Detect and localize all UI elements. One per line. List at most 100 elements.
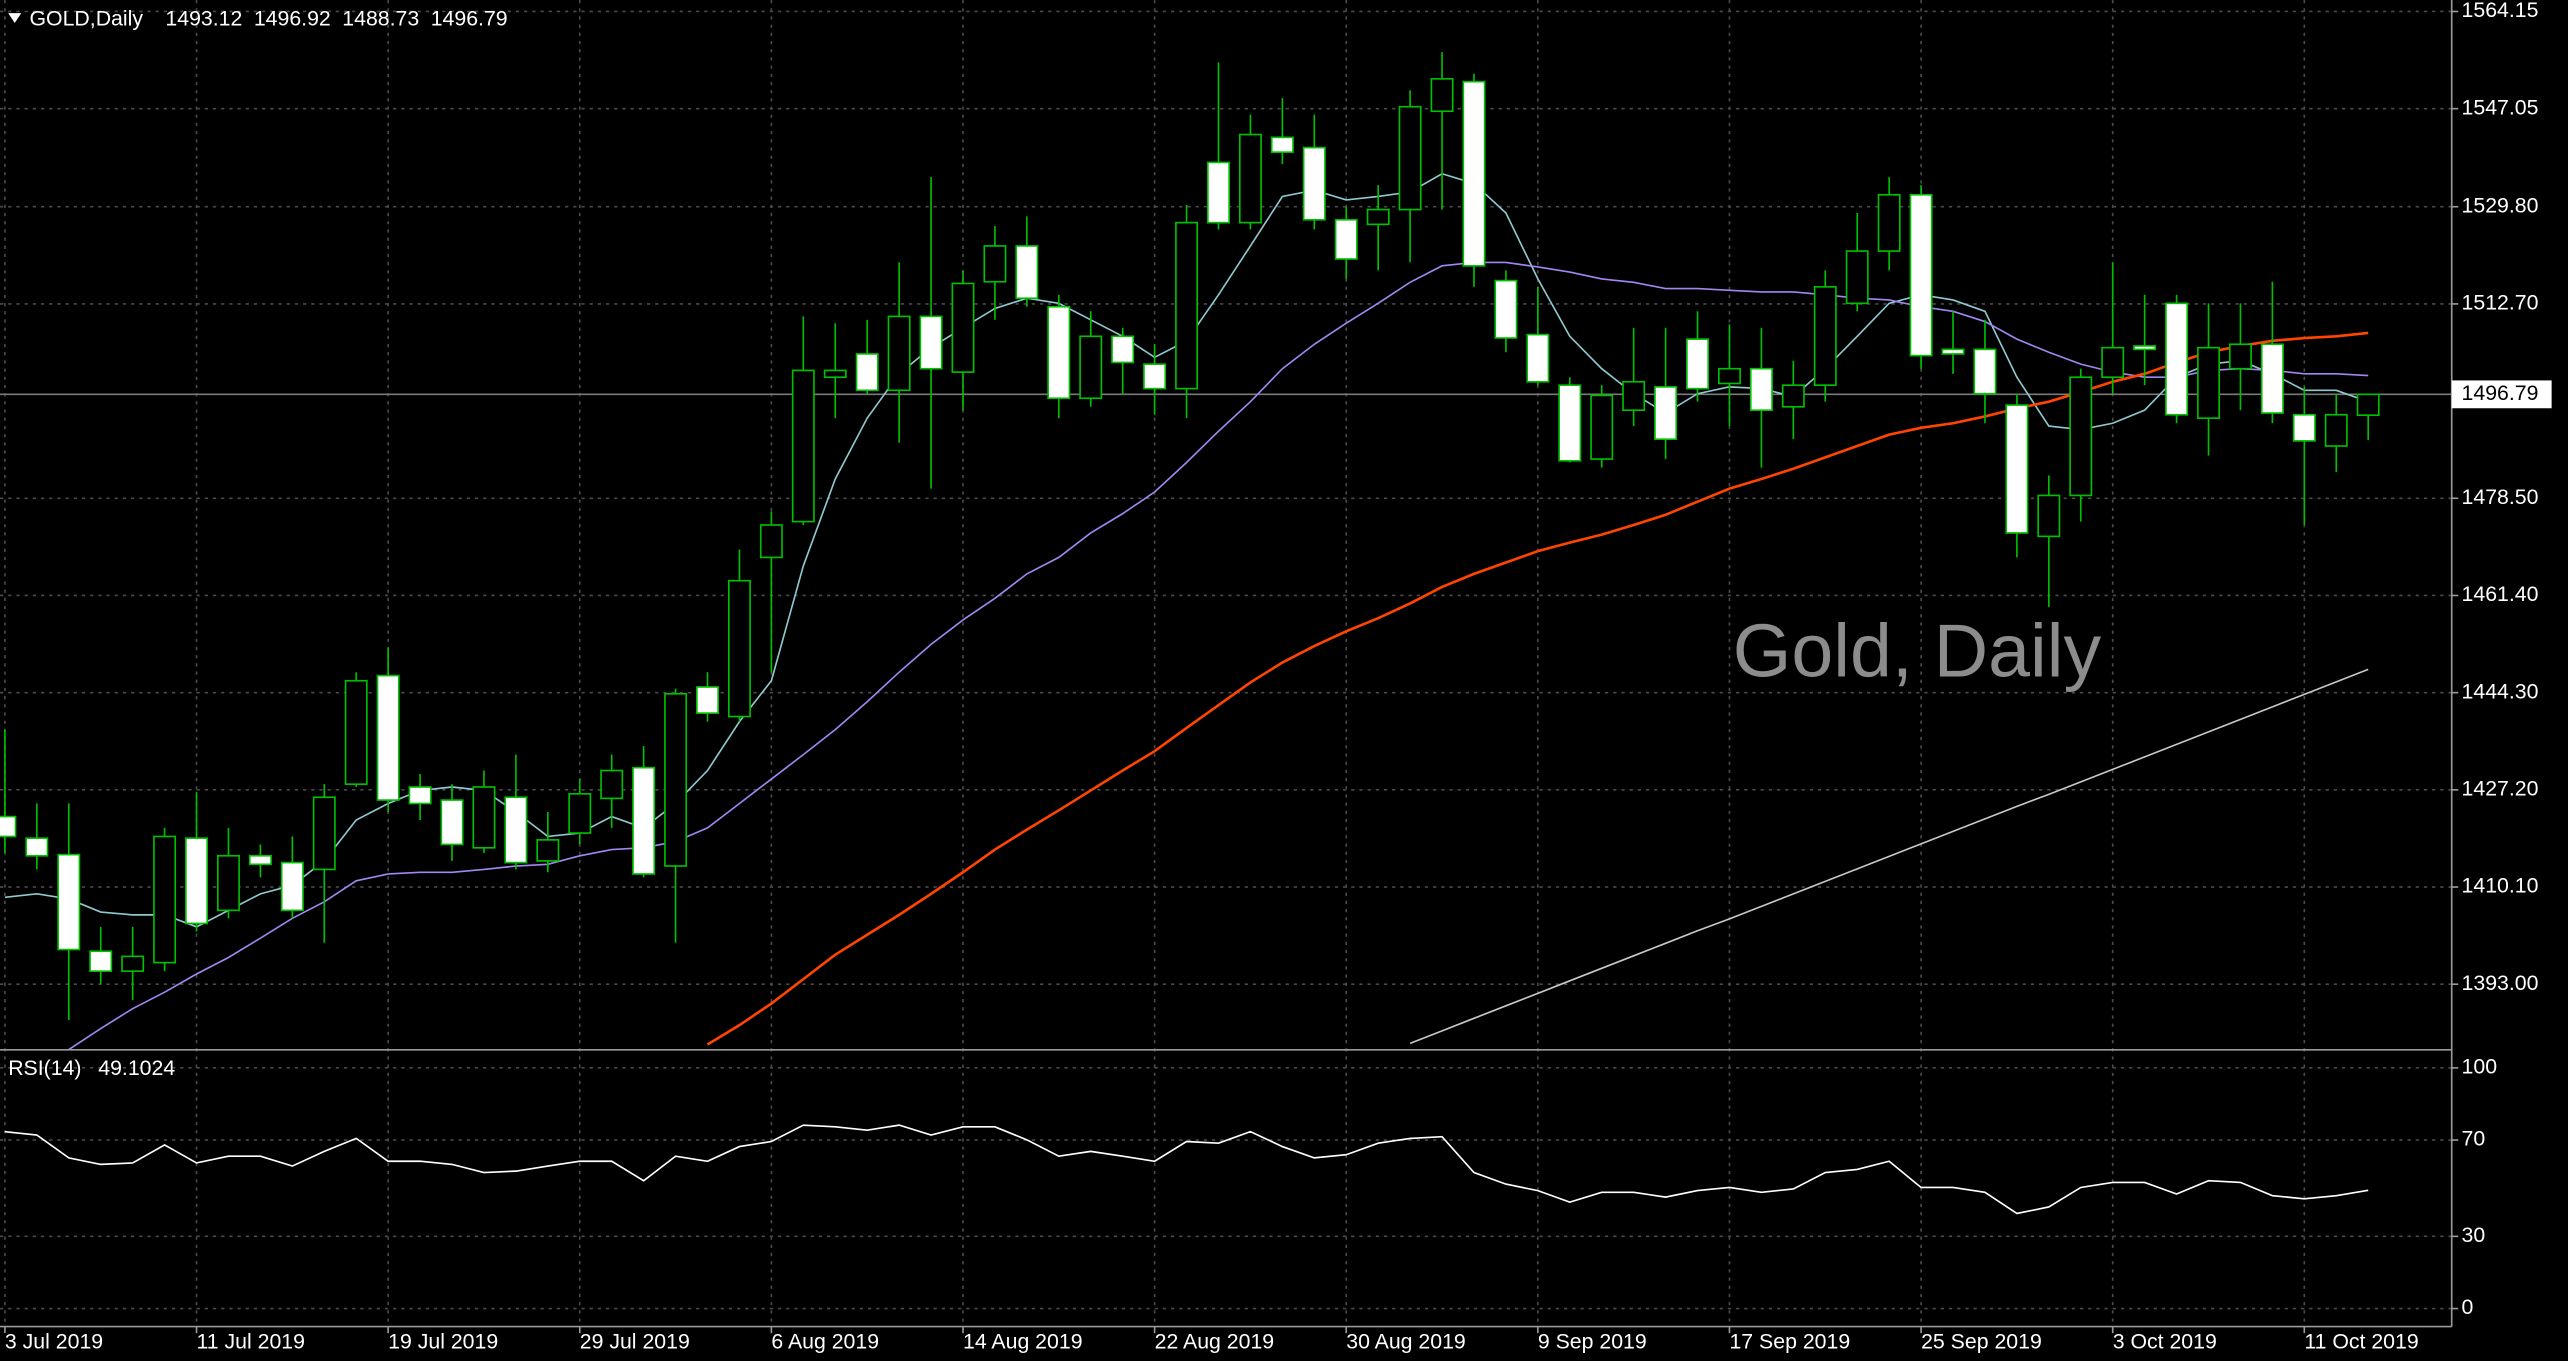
candle-body	[248, 854, 272, 866]
candle-body	[1143, 363, 1167, 390]
header-close: 1496.79	[431, 6, 508, 30]
candle-body	[1302, 146, 1326, 221]
candle-body	[791, 369, 815, 523]
candle-body	[2292, 413, 2316, 442]
candle-body	[0, 815, 17, 838]
candle-body	[1877, 193, 1901, 252]
candle-body	[121, 955, 145, 972]
x-tick-label: 9 Sep 2019	[1538, 1330, 1647, 1354]
x-tick-label: 30 Aug 2019	[1346, 1330, 1466, 1354]
candle-body	[2133, 345, 2157, 351]
candle-body	[1909, 193, 1933, 357]
y-tick-label: 1461.40	[2462, 582, 2539, 606]
candle-body	[57, 853, 81, 951]
price-label: 1496.79	[2462, 381, 2539, 405]
candle-body	[2260, 343, 2284, 414]
header-low: 1488.73	[342, 6, 419, 30]
candle-body	[2324, 413, 2348, 447]
candle-body	[1079, 335, 1103, 400]
candle-body	[1558, 384, 1582, 462]
y-tick-label: 1393.00	[2462, 971, 2539, 995]
candle-body	[2069, 376, 2093, 497]
candle-body	[855, 353, 879, 392]
price-panel	[0, 52, 2452, 1050]
candle-body	[280, 861, 304, 912]
candle-body	[25, 837, 49, 857]
candle-body	[1430, 78, 1454, 113]
menu-arrow[interactable]	[8, 13, 22, 23]
rsi-value: 49.1024	[98, 1056, 175, 1080]
candle-body	[2228, 343, 2252, 370]
candle-body	[1749, 367, 1773, 412]
y-tick-label: 1410.10	[2462, 874, 2539, 898]
x-tick-label: 11 Jul 2019	[197, 1330, 305, 1354]
header-high: 1496.92	[254, 6, 331, 30]
y-tick-label: 1564.15	[2462, 0, 2539, 22]
candle-body	[1973, 348, 1997, 395]
candle-body	[2101, 346, 2125, 379]
candle-body	[1526, 333, 1550, 383]
candle-body	[1494, 279, 1518, 339]
candle-body	[472, 786, 496, 849]
rsi-tick-label: 100	[2462, 1054, 2498, 1078]
candle-body	[1175, 221, 1199, 390]
symbol-title: GOLD,Daily	[29, 6, 143, 30]
candle-body	[919, 315, 943, 370]
candle-body	[1334, 218, 1358, 260]
rsi-tick-label: 30	[2462, 1223, 2486, 1247]
rsi-line	[4, 1124, 2369, 1215]
candle-body	[568, 793, 592, 834]
moving-average-line	[1409, 668, 2369, 1045]
x-tick-label: 17 Sep 2019	[1729, 1330, 1850, 1354]
y-tick-label: 1529.80	[2462, 193, 2539, 217]
candle-body	[440, 799, 464, 846]
candle-body	[1015, 245, 1039, 300]
candle-body	[1270, 136, 1294, 153]
candle-body	[1941, 348, 1965, 355]
candle-body	[1781, 384, 1805, 408]
candle-body	[89, 950, 113, 972]
rsi-tick-label: 70	[2462, 1127, 2486, 1151]
candle-body	[1238, 133, 1262, 224]
candle-body	[727, 579, 751, 718]
x-tick-label: 3 Jul 2019	[5, 1330, 103, 1354]
y-tick-label: 1427.20	[2462, 776, 2539, 800]
candle-body	[2037, 494, 2061, 538]
rsi-tick-label: 0	[2462, 1295, 2474, 1319]
candle-body	[1718, 367, 1741, 385]
candle-body	[1366, 208, 1390, 226]
candle-body	[1622, 380, 1646, 412]
x-tick-label: 19 Jul 2019	[388, 1330, 498, 1354]
x-tick-label: 14 Aug 2019	[963, 1330, 1083, 1354]
candle-body	[1654, 386, 1678, 440]
candle-body	[1813, 286, 1837, 387]
candle-body	[1111, 335, 1135, 364]
y-tick-label: 1478.50	[2462, 485, 2539, 509]
y-tick-label: 1444.30	[2462, 679, 2539, 703]
candle-body	[696, 686, 719, 714]
candle-body	[376, 674, 400, 801]
candle-body	[536, 839, 560, 862]
price-label-box	[2451, 380, 2552, 409]
candle-body	[1590, 394, 1614, 460]
candle-body	[1845, 250, 1869, 305]
candle-body	[2197, 346, 2220, 419]
x-tick-label: 25 Sep 2019	[1921, 1330, 2042, 1354]
candle-body	[185, 837, 208, 925]
candle-body	[2165, 302, 2189, 416]
candle-body	[664, 692, 688, 867]
candle-body	[823, 369, 847, 379]
x-tick-label: 6 Aug 2019	[771, 1330, 879, 1354]
candle-body	[2005, 404, 2029, 534]
rsi-title: RSI(14)	[8, 1056, 81, 1080]
candle-body	[408, 786, 432, 805]
candle-body	[1207, 161, 1230, 224]
candle-body	[1462, 80, 1486, 267]
candle-body	[887, 315, 911, 392]
candle-body	[600, 769, 624, 800]
candle-body	[1047, 305, 1071, 400]
y-tick-label: 1512.70	[2462, 291, 2539, 315]
